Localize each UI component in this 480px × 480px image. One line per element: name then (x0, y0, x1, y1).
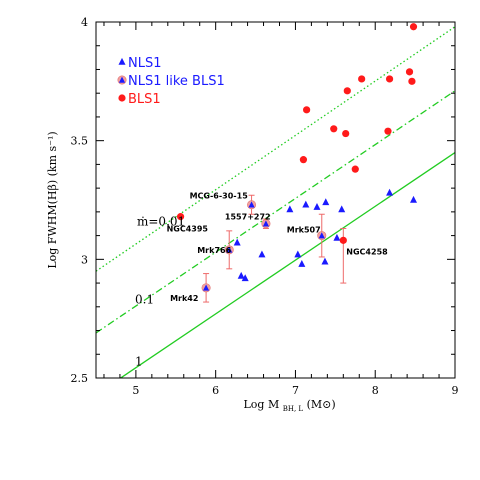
x-tick-label-2: 7 (292, 384, 299, 397)
nls1-point-9 (322, 198, 330, 206)
y-axis-label: Log FWHM(Hβ) (km s⁻¹) (46, 131, 59, 268)
annotation-label-6: Mrk42 (170, 294, 198, 303)
like-triangle-3 (262, 220, 270, 227)
data-points (176, 23, 418, 293)
line-label-0: 1 (135, 354, 143, 368)
nls1-point-6 (298, 259, 306, 267)
bls1-point-4 (342, 129, 350, 138)
nls1-point-13 (410, 195, 418, 203)
model-line-2 (96, 26, 455, 272)
bls1-point-9 (385, 75, 394, 83)
annotation-label-0: MCG-6-30-15 (190, 192, 249, 201)
legend-label-2: BLS1 (128, 92, 161, 107)
bls1-point-7 (358, 75, 366, 83)
annotation-label-4: Mrk507 (287, 226, 321, 235)
nls1-point-12 (386, 188, 394, 196)
x-tick-label-1: 6 (212, 384, 219, 397)
y-tick-label-0: 2.5 (71, 372, 89, 385)
nls1-point-7 (302, 200, 310, 208)
nls1-point-0 (233, 238, 241, 246)
nls1-point-3 (258, 250, 266, 258)
x-tick-label-4: 9 (452, 384, 459, 397)
bls1-point-3 (330, 125, 338, 133)
line-label-1: 0.1 (135, 293, 154, 307)
nls1-point-1 (237, 271, 245, 279)
annotation-label-5: NGC4258 (346, 247, 388, 256)
nls1-point-14 (321, 257, 329, 265)
annotation-label-1: NGC4395 (167, 225, 209, 234)
bls1-point-0 (176, 213, 185, 221)
legend: NLS1 NLS1 like BLS1 BLS1 (117, 56, 225, 107)
annotation-label-2: 1557+272 (225, 213, 271, 222)
legend-marker-2 (118, 94, 126, 102)
bls1-point-13 (339, 236, 347, 244)
bls1-point-12 (409, 23, 418, 31)
bls1-point-11 (408, 77, 416, 85)
nls1-point-4 (286, 205, 294, 213)
legend-label-1: NLS1 like BLS1 (128, 74, 225, 89)
annotation-label-3: Mrk766 (197, 246, 231, 255)
legend-marker-1 (118, 76, 126, 83)
nls1-point-10 (333, 233, 341, 241)
bls1-point-6 (351, 165, 359, 173)
line-label-2: ṁ=0.01 (137, 214, 185, 228)
model-line-0 (119, 151, 455, 378)
like-triangle-1 (226, 246, 233, 253)
annotations: 1 0.1 ṁ=0.01 MCG-6-30-15 NGC4395 1557+272 Mrk… (135, 192, 388, 369)
y-tick-label-1: 3 (81, 253, 88, 266)
bls1-point-10 (405, 68, 414, 76)
like-triangle-0 (202, 284, 210, 291)
x-axis-label: Log M BH, L (M⊙) (244, 398, 336, 413)
nls1-point-5 (294, 250, 302, 258)
bls1-point-1 (299, 156, 308, 164)
axes: 5 6 7 8 9 2.5 3 3.5 4 Log M BH, L (M⊙) Log FWHM(Hβ… (46, 16, 459, 413)
bls1-point-2 (303, 106, 311, 114)
nls1-point-11 (338, 205, 346, 213)
x-tick-label-0: 5 (132, 384, 139, 397)
bls1-point-8 (384, 127, 392, 135)
bls1-point-5 (343, 87, 351, 95)
like-triangle-4 (318, 232, 325, 239)
x-tick-label-3: 8 (372, 384, 379, 397)
y-tick-label-2: 3.5 (71, 135, 89, 148)
nls1-point-8 (313, 202, 321, 210)
like-triangle-2 (248, 201, 255, 208)
y-tick-label-3: 4 (81, 16, 88, 29)
model-lines (96, 26, 455, 378)
legend-marker-0 (118, 57, 126, 65)
nls1-point-2 (241, 274, 249, 282)
plot-frame (95, 21, 456, 379)
legend-label-0: NLS1 (128, 56, 162, 71)
